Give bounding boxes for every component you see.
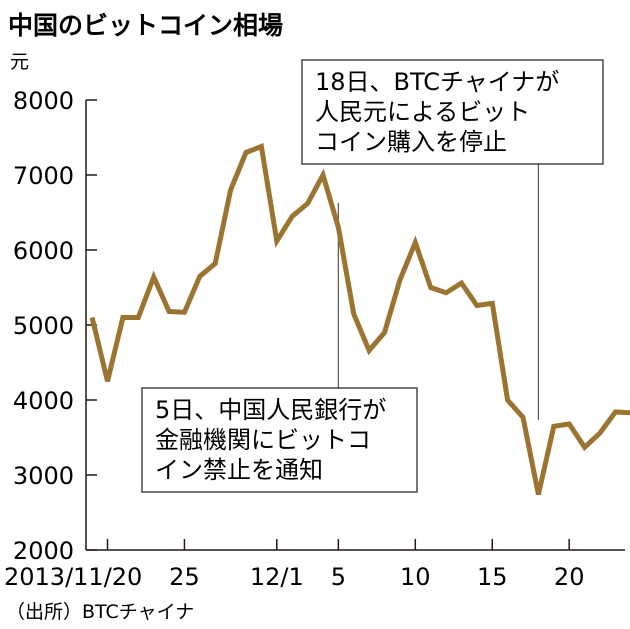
annotation-box <box>141 387 418 493</box>
x-tick-label: 5 <box>331 563 346 591</box>
annotation-text: コイン購入を停止 <box>315 128 507 156</box>
chart-title: 中国のビットコイン相場 <box>8 11 283 40</box>
y-tick-label: 5000 <box>13 312 74 340</box>
annotation-text: 18日、BTCチャイナが <box>315 68 559 96</box>
source-note: （出所）BTCチャイナ <box>6 601 194 623</box>
x-tick-label: 2013/11/20 <box>4 563 142 591</box>
annotation-text: 人民元によるビット <box>315 98 530 126</box>
annotation-text: 金融機関にビットコ <box>155 426 371 454</box>
y-tick-label: 2000 <box>13 537 74 565</box>
x-tick-label: 25 <box>169 563 200 591</box>
x-tick-label: 20 <box>554 563 585 591</box>
x-tick-label: 10 <box>400 563 431 591</box>
y-tick-label: 7000 <box>13 162 74 190</box>
annotation-text: イン禁止を通知 <box>155 456 323 484</box>
y-tick-label: 4000 <box>13 387 74 415</box>
annotation-text: 5日、中国人民銀行が <box>155 396 386 424</box>
series-group <box>89 143 630 496</box>
y-ticks: 2000 3000 4000 5000 6000 7000 8000 <box>13 87 97 565</box>
annotation-box <box>301 59 604 165</box>
y-axis-unit: 元 <box>10 51 29 73</box>
x-tick-label: 12/1 <box>250 563 304 591</box>
y-tick-label: 3000 <box>13 462 74 490</box>
x-tick-label: 15 <box>477 563 508 591</box>
y-tick-label: 6000 <box>13 237 74 265</box>
y-tick-label: 8000 <box>13 87 74 115</box>
price-series-line <box>89 143 630 496</box>
